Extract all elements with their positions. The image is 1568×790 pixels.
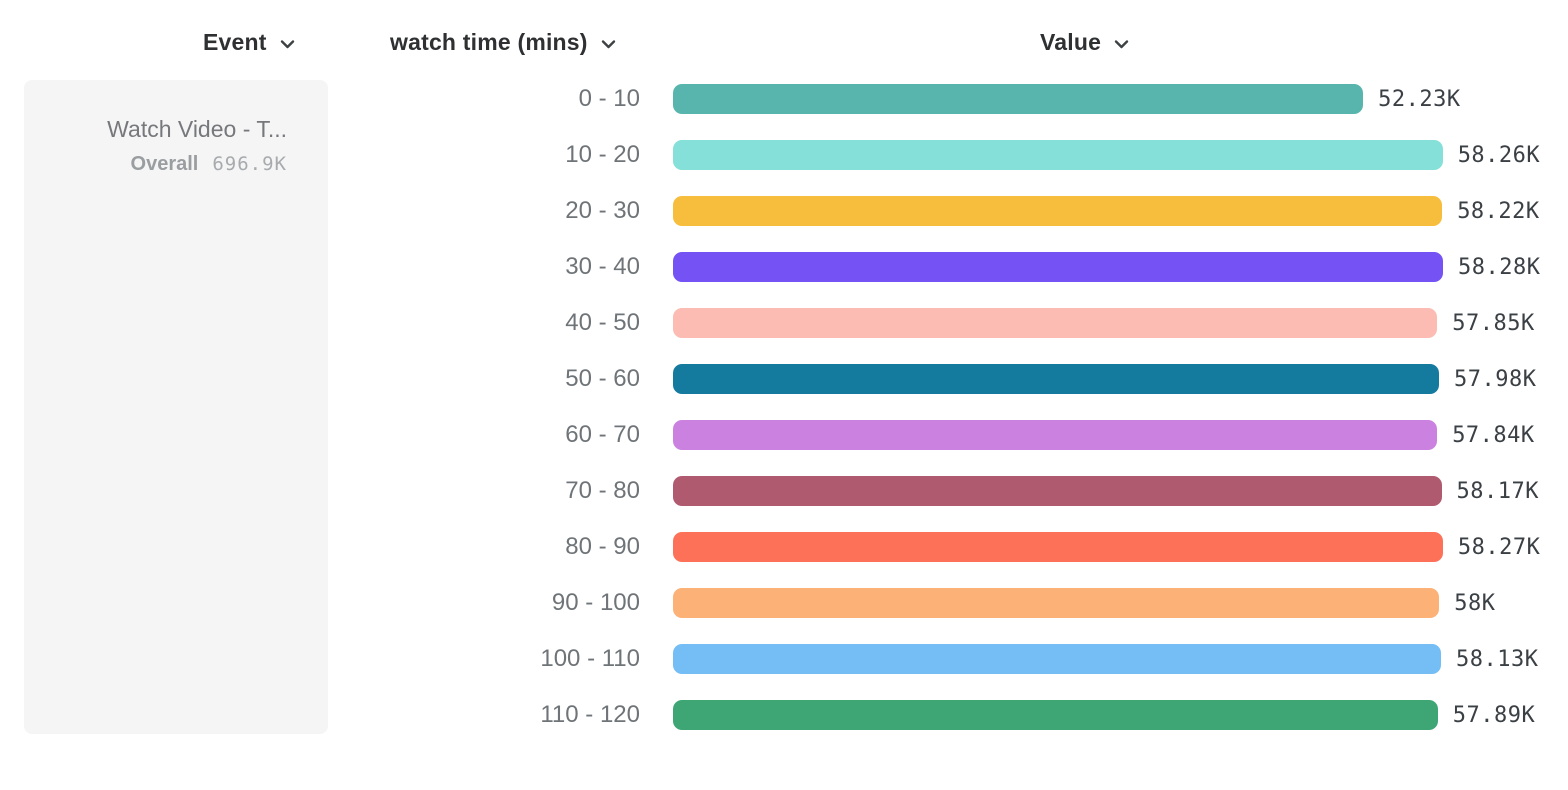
value-bar[interactable] [673, 644, 1441, 674]
bar-area: 58.17K [673, 476, 1539, 506]
value-label: 57.85K [1452, 310, 1535, 336]
chart-row: 40 - 50 57.85K [0, 295, 1568, 351]
value-bar[interactable] [673, 420, 1438, 450]
value-label: 58.28K [1458, 254, 1541, 280]
chart-row: 50 - 60 57.98K [0, 351, 1568, 407]
value-bar[interactable] [673, 700, 1438, 730]
value-label: 52.23K [1378, 86, 1461, 112]
bucket-label: 40 - 50 [565, 309, 640, 336]
chart-row: 70 - 80 58.17K [0, 463, 1568, 519]
value-bar[interactable] [673, 140, 1443, 170]
value-label: 58.26K [1457, 142, 1541, 168]
value-column-label: Value [1040, 28, 1102, 55]
bar-area: 58.28K [673, 252, 1540, 282]
value-bar[interactable] [673, 532, 1443, 562]
bucket-label: 100 - 110 [540, 645, 640, 672]
chart-row: 10 - 20 58.26K [0, 127, 1568, 183]
value-label: 58K [1454, 590, 1496, 616]
event-overall-row: Overall 696.9K [44, 153, 287, 176]
chevron-down-icon [280, 39, 295, 49]
value-label: 58.13K [1456, 646, 1539, 672]
chart-row: 30 - 40 58.28K [0, 239, 1568, 295]
bar-area: 58K [673, 588, 1496, 618]
value-bar[interactable] [673, 84, 1364, 114]
event-name: Watch Video - T... [107, 116, 287, 142]
overall-value: 696.9K [212, 153, 287, 175]
bar-area: 57.85K [673, 308, 1535, 338]
value-bar[interactable] [673, 196, 1443, 226]
bucket-label: 10 - 20 [565, 141, 640, 168]
bucket-label: 50 - 60 [565, 365, 640, 392]
bucket-label: 80 - 90 [565, 533, 640, 560]
bucket-label: 70 - 80 [565, 477, 640, 504]
bucket-label: 90 - 100 [551, 589, 640, 616]
bar-area: 57.89K [673, 700, 1535, 730]
event-card[interactable]: Watch Video - T... Overall 696.9K [24, 80, 328, 734]
chevron-down-icon [601, 39, 616, 49]
value-bar[interactable] [673, 588, 1440, 618]
bar-area: 58.26K [673, 140, 1540, 170]
value-bar[interactable] [673, 364, 1439, 394]
breakdown-column-header[interactable]: watch time (mins) [390, 27, 616, 57]
chart-rows: 0 - 10 52.23K 10 - 20 58.26K 20 - 30 58.… [0, 71, 1568, 743]
bucket-label: 20 - 30 [565, 197, 640, 224]
bar-area: 58.13K [673, 644, 1538, 674]
chart-row: 20 - 30 58.22K [0, 183, 1568, 239]
bar-area: 57.98K [673, 364, 1536, 394]
overall-label: Overall [130, 153, 199, 175]
value-bar[interactable] [673, 252, 1443, 282]
value-bar[interactable] [673, 308, 1438, 338]
bucket-label: 30 - 40 [565, 253, 640, 280]
event-column-header[interactable]: Event [203, 27, 295, 57]
bar-area: 58.22K [673, 196, 1540, 226]
chart-row: 0 - 10 52.23K [0, 71, 1568, 127]
value-label: 58.27K [1457, 534, 1541, 560]
event-column-label: Event [203, 28, 267, 55]
chevron-down-icon [1114, 39, 1129, 49]
value-label: 58.22K [1457, 198, 1540, 224]
bucket-label: 0 - 10 [578, 85, 640, 112]
breakdown-column-label: watch time (mins) [390, 28, 588, 55]
value-label: 57.84K [1452, 422, 1535, 448]
bucket-label: 110 - 120 [540, 701, 640, 728]
chart-row: 90 - 100 58K [0, 575, 1568, 631]
value-label: 57.89K [1452, 702, 1536, 728]
value-label: 57.98K [1454, 366, 1537, 392]
chart-row: 110 - 120 57.89K [0, 687, 1568, 743]
chart-row: 80 - 90 58.27K [0, 519, 1568, 575]
chart-row: 100 - 110 58.13K [0, 631, 1568, 687]
value-bar[interactable] [673, 476, 1442, 506]
bar-area: 58.27K [673, 532, 1540, 562]
value-column-header[interactable]: Value [1040, 27, 1129, 57]
value-label: 58.17K [1456, 478, 1539, 504]
bucket-label: 60 - 70 [565, 421, 640, 448]
bar-area: 57.84K [673, 420, 1535, 450]
bar-area: 52.23K [673, 84, 1461, 114]
chart-row: 60 - 70 57.84K [0, 407, 1568, 463]
